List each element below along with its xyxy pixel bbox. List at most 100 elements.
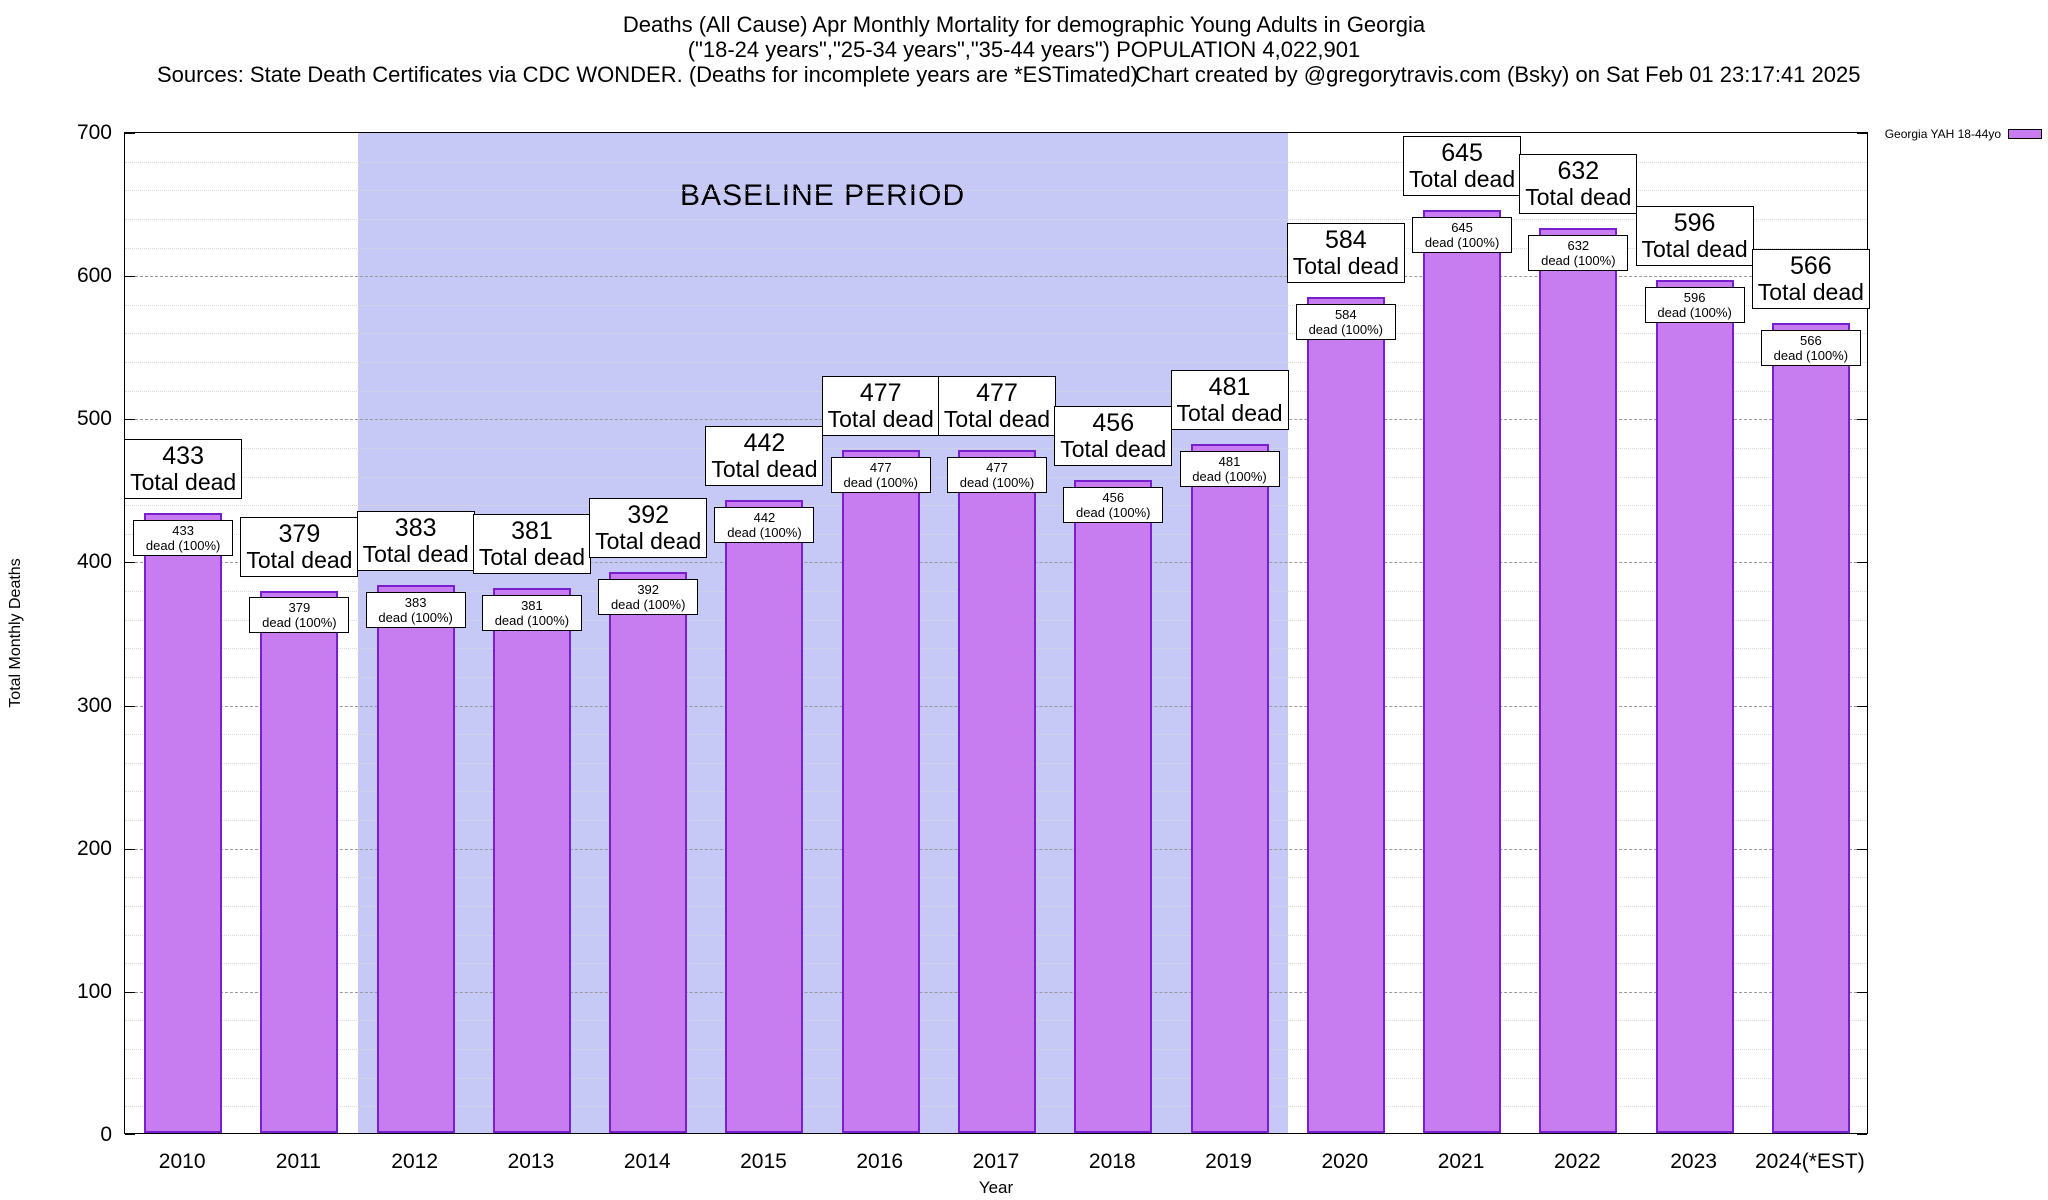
y-tick-label-300: 300 [76, 693, 112, 717]
bar-inner-label-2017: 477 dead (100%) [947, 457, 1047, 494]
x-tick-label-2011: 2011 [275, 1150, 321, 1173]
bar-total-suffix-2023: Total dead [1641, 235, 1748, 262]
y-tick-label-0: 0 [100, 1123, 112, 1146]
bar-2019 [1190, 444, 1269, 1133]
chart-title-line2: ("18-24 years","25-34 years","35-44 year… [687, 37, 1361, 62]
bar-total-suffix-2014: Total dead [595, 527, 702, 554]
bar-2023 [1655, 279, 1734, 1133]
bar-inner-suffix-2020: dead (100%) [1308, 322, 1384, 338]
legend-label: Georgia YAH 18-44yo [1884, 127, 2001, 141]
gridline-660 [125, 190, 1867, 192]
bar-inner-suffix-2017: dead (100%) [959, 475, 1035, 491]
bar-inner-value-2020: 584 [1334, 307, 1357, 323]
y-axis-tick-labels: 0 100 200 300 400 500 600 700 [0, 121, 112, 1146]
bar-inner-label-2010: 433 dead (100%) [133, 520, 234, 557]
bar-2012 [376, 584, 455, 1133]
y-tick-label-700: 700 [76, 121, 112, 144]
bar-inner-label-2015: 442 dead (100%) [714, 507, 815, 544]
bar-total-suffix-2022: Total dead [1525, 184, 1632, 211]
bar-total-label-2023: 596 Total dead [1635, 205, 1754, 266]
bar-2014 [609, 571, 688, 1133]
plot-area: BASELINE PERIOD 433 Total dead 433 dead (10… [124, 132, 1870, 1135]
bar-inner-suffix-2015: dead (100%) [727, 525, 802, 541]
bar-total-suffix-2015: Total dead [711, 456, 818, 483]
bar-total-suffix-2020: Total dead [1292, 253, 1399, 280]
bar-2013 [492, 587, 571, 1133]
bar-2022 [1539, 228, 1618, 1133]
bar-inner-value-2018: 456 [1102, 490, 1125, 506]
y-axis-tick-mark-700 [1857, 133, 1867, 134]
bar-total-value-2013: 381 [511, 516, 553, 545]
y-axis-tick-mark-500 [1857, 419, 1867, 421]
bar-total-value-2019: 481 [1208, 373, 1251, 402]
bar-inner-value-2013: 381 [521, 597, 543, 613]
y-axis-tick-mark-500 [125, 419, 135, 421]
bar-inner-value-2017: 477 [986, 460, 1008, 476]
x-tick-label-2015: 2015 [740, 1150, 787, 1173]
legend: Georgia YAH 18-44yo [1885, 127, 2042, 141]
bar-inner-label-2020: 584 dead (100%) [1295, 304, 1396, 341]
x-tick-label-2024(*EST): 2024(*EST) [1755, 1150, 1865, 1173]
gridline-620 [125, 247, 1867, 249]
bar-total-label-2024(*EST): 566 Total dead [1751, 248, 1870, 309]
bar-inner-label-2019: 481 dead (100%) [1179, 451, 1280, 488]
bar-total-label-2010: 433 Total dead [124, 439, 243, 500]
bar-2011 [260, 590, 339, 1133]
bar-inner-suffix-2012: dead (100%) [378, 609, 453, 625]
bar-total-value-2023: 596 [1673, 208, 1716, 237]
bar-total-value-2020: 584 [1324, 226, 1367, 255]
bar-total-suffix-2011: Total dead [246, 546, 353, 573]
bar-inner-suffix-2021: dead (100%) [1424, 234, 1500, 250]
chart-sources-note: Sources: State Death Certificates via CD… [157, 62, 1138, 87]
y-tick-label-200: 200 [76, 836, 112, 860]
bar-total-label-2018: 456 Total dead [1054, 406, 1173, 467]
gridline-560 [125, 333, 1867, 335]
y-axis-tick-mark-100 [125, 991, 135, 993]
bar-inner-value-2015: 442 [753, 510, 776, 526]
bar-total-value-2012: 383 [394, 513, 437, 542]
y-axis-tick-mark-400 [125, 562, 135, 564]
bar-total-value-2014: 392 [627, 500, 670, 529]
y-axis-tick-mark-0 [125, 1134, 135, 1135]
bar-inner-suffix-2010: dead (100%) [145, 538, 221, 554]
bar-inner-value-2011: 379 [288, 600, 311, 616]
bar-inner-label-2013: 381 dead (100%) [481, 594, 582, 631]
baseline-period-label: BASELINE PERIOD [680, 179, 966, 212]
bar-inner-suffix-2023: dead (100%) [1657, 304, 1732, 320]
bar-total-label-2021: 645 Total dead [1403, 135, 1522, 196]
bar-inner-suffix-2022: dead (100%) [1541, 253, 1616, 269]
bar-inner-value-2012: 383 [404, 594, 427, 610]
bar-total-value-2011: 379 [278, 519, 321, 548]
bar-inner-label-2024(*EST): 566 dead (100%) [1760, 329, 1861, 366]
bar-inner-label-2022: 632 dead (100%) [1528, 235, 1629, 272]
y-tick-label-100: 100 [76, 979, 112, 1003]
bar-inner-value-2010: 433 [172, 523, 194, 539]
bar-total-value-2018: 456 [1092, 409, 1135, 438]
bar-2018 [1074, 480, 1153, 1133]
bar-inner-suffix-2018: dead (100%) [1076, 505, 1151, 521]
bar-2021 [1423, 209, 1502, 1133]
bar-inner-value-2023: 596 [1683, 289, 1706, 305]
x-tick-label-2013: 2013 [507, 1150, 555, 1173]
bar-inner-label-2016: 477 dead (100%) [830, 457, 931, 494]
bar-total-value-2021: 645 [1441, 138, 1483, 167]
y-axis-tick-mark-200 [1857, 848, 1867, 850]
x-tick-label-2016: 2016 [856, 1150, 904, 1173]
x-tick-label-2012: 2012 [391, 1150, 439, 1173]
bar-total-suffix-2017: Total dead [943, 406, 1051, 433]
bar-total-label-2020: 584 Total dead [1286, 223, 1405, 284]
gridline-580 [125, 304, 1867, 306]
bar-total-label-2013: 381 Total dead [472, 513, 591, 574]
bar-total-label-2019: 481 Total dead [1170, 370, 1289, 431]
bar-2017 [958, 450, 1036, 1133]
y-tick-label-600: 600 [76, 264, 112, 288]
bar-inner-value-2016: 477 [869, 460, 892, 476]
bar-inner-label-2011: 379 dead (100%) [249, 597, 350, 634]
y-axis-tick-mark-400 [1857, 562, 1867, 564]
y-axis-tick-mark-600 [125, 276, 135, 278]
gridline-640 [125, 218, 1867, 220]
x-axis-title: Year [978, 1178, 1014, 1197]
bar-inner-suffix-2014: dead (100%) [610, 596, 686, 612]
bar-inner-label-2014: 392 dead (100%) [598, 578, 699, 615]
x-tick-label-2014: 2014 [623, 1150, 671, 1173]
